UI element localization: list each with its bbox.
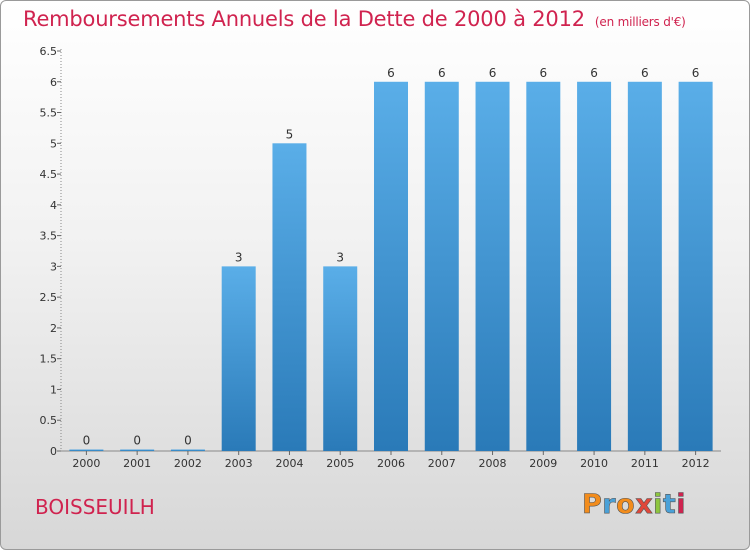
x-tick-label: 2005: [326, 457, 354, 470]
x-tick-label: 2006: [377, 457, 405, 470]
logo-letter: i: [653, 489, 663, 521]
x-tick-label: 2008: [479, 457, 507, 470]
data-label: 6: [641, 66, 649, 80]
y-tick-label: 6.5: [40, 45, 58, 58]
logo-letter: r: [602, 489, 617, 521]
bar: [323, 266, 358, 451]
title-text: Remboursements Annuels de la Dette de 20…: [23, 7, 585, 31]
y-tick-label: 0.5: [40, 414, 58, 427]
logo-letter: o: [616, 489, 636, 521]
bar: [272, 143, 307, 452]
x-tick-label: 2007: [428, 457, 456, 470]
data-label: 6: [489, 66, 497, 80]
data-label: 3: [235, 250, 243, 264]
data-label: 6: [438, 66, 446, 80]
y-tick-label: 5: [50, 137, 57, 150]
data-label: 3: [336, 250, 344, 264]
y-tick-label: 1: [50, 383, 57, 396]
bar: [374, 81, 408, 452]
x-tick-label: 2001: [123, 457, 151, 470]
y-tick-label: 4: [50, 199, 57, 212]
bar: [526, 81, 561, 452]
data-label: 6: [539, 66, 547, 80]
y-tick-label: 3.5: [40, 230, 58, 243]
data-label: 0: [184, 434, 192, 448]
data-label: 0: [133, 434, 141, 448]
data-label: 6: [692, 66, 700, 80]
logo-letter: i: [676, 489, 687, 521]
data-label: 6: [387, 66, 395, 80]
x-tick-label: 2011: [631, 457, 659, 470]
bar: [221, 266, 256, 451]
y-tick-label: 1.5: [40, 353, 58, 366]
y-tick-label: 0: [50, 445, 57, 458]
x-tick-label: 2003: [225, 457, 253, 470]
data-label: 0: [83, 434, 91, 448]
y-tick-label: 3: [50, 260, 57, 273]
y-tick-label: 5.5: [40, 107, 58, 120]
x-tick-label: 2002: [174, 457, 202, 470]
y-tick-label: 2: [50, 322, 57, 335]
x-tick-label: 2012: [682, 457, 710, 470]
x-tick-label: 2000: [72, 457, 100, 470]
data-label: 5: [286, 127, 294, 141]
x-tick-label: 2010: [580, 457, 608, 470]
bar: [475, 81, 510, 452]
commune-name: BOISSEUILH: [35, 495, 155, 519]
logo-letter: t: [662, 489, 677, 521]
x-tick-label: 2004: [275, 457, 303, 470]
y-tick-label: 6: [50, 76, 57, 89]
y-tick-label: 2.5: [40, 291, 58, 304]
bar: [627, 81, 662, 452]
logo-letter: P: [582, 489, 603, 521]
logo-letter: x: [635, 489, 654, 521]
bar: [170, 449, 205, 451]
bar: [69, 449, 104, 451]
bar: [678, 81, 713, 452]
chart-title: Remboursements Annuels de la Dette de 20…: [23, 7, 686, 31]
proxiti-logo: Proxiti: [582, 489, 687, 521]
title-unit: (en milliers d'€): [594, 15, 686, 29]
data-label: 6: [590, 66, 598, 80]
bar: [424, 81, 459, 452]
y-tick-label: 4.5: [40, 168, 58, 181]
x-tick-label: 2009: [529, 457, 557, 470]
bar: [120, 449, 155, 451]
bar: [577, 81, 612, 452]
